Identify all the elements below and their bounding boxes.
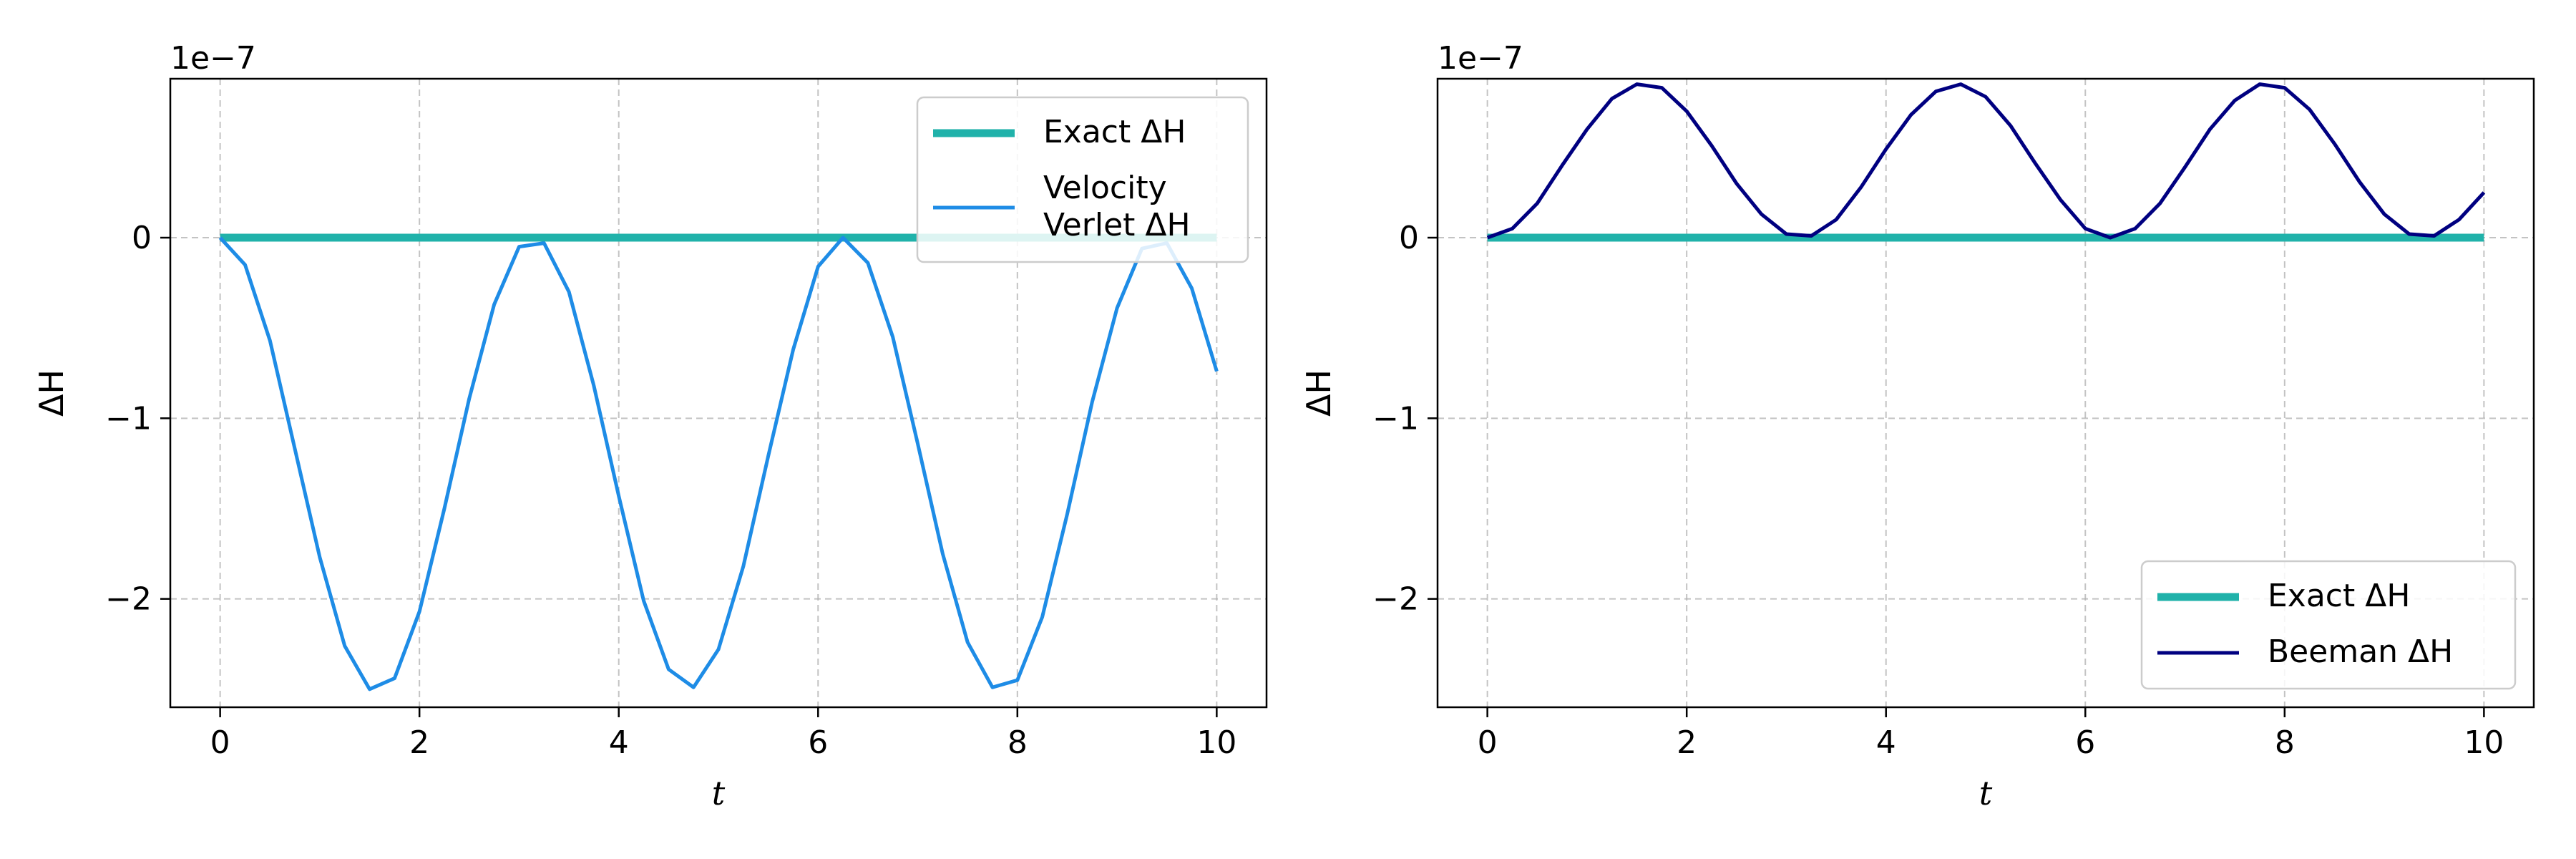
x-tick-label: 10 bbox=[1196, 724, 1236, 761]
legend-label: Verlet ΔH bbox=[1043, 207, 1191, 243]
y-tick-label: −2 bbox=[105, 581, 152, 618]
x-tick-label: 8 bbox=[1008, 724, 1028, 761]
y-tick-label: −1 bbox=[105, 400, 152, 437]
legend-label: Velocity bbox=[1043, 170, 1167, 206]
y-axis-label: ΔH bbox=[1299, 369, 1338, 417]
legend-label: Beeman ΔH bbox=[2268, 634, 2453, 670]
x-tick-label: 10 bbox=[2464, 724, 2504, 761]
x-axis-label: t bbox=[712, 774, 726, 812]
legend: Exact ΔH Beeman ΔH bbox=[2140, 560, 2517, 690]
legend-label: Exact ΔH bbox=[2268, 578, 2410, 614]
x-tick-label: 0 bbox=[1478, 724, 1498, 761]
plot-frame bbox=[1436, 77, 2535, 709]
right-chart-panel: 0 2 4 6 8 10 −2 −1 0 1e−7 t ΔH Exact ΔH Beeman ΔH bbox=[1299, 40, 2535, 812]
x-tick-label: 6 bbox=[2075, 724, 2095, 761]
y-tick-label: 0 bbox=[1399, 220, 1419, 256]
y-tick-label: −1 bbox=[1372, 400, 1419, 437]
integrator-series-line bbox=[218, 236, 1219, 691]
x-tick-label: 2 bbox=[1677, 724, 1697, 761]
x-tick-label: 0 bbox=[210, 724, 230, 761]
legend-box bbox=[916, 96, 1249, 263]
plot-frame bbox=[169, 77, 1268, 709]
y-offset-label: 1e−7 bbox=[1438, 40, 1523, 77]
x-tick-label: 4 bbox=[609, 724, 629, 761]
x-tick-label: 6 bbox=[808, 724, 828, 761]
left-chart-panel: 0 2 4 6 8 10 −2 −1 0 1e−7 t ΔH Exact ΔH VelocityVerle… bbox=[32, 40, 1268, 812]
x-tick-label: 4 bbox=[1876, 724, 1896, 761]
y-tick-label: −2 bbox=[1372, 581, 1419, 618]
integrator-series-line bbox=[1486, 82, 2486, 240]
x-tick-label: 2 bbox=[409, 724, 429, 761]
x-axis-label: t bbox=[1979, 774, 1993, 812]
y-axis-label: ΔH bbox=[32, 369, 71, 417]
legend-label: Exact ΔH bbox=[1043, 114, 1186, 150]
y-tick-label: 0 bbox=[132, 220, 152, 256]
y-offset-label: 1e−7 bbox=[170, 40, 256, 77]
x-tick-label: 8 bbox=[2275, 724, 2295, 761]
